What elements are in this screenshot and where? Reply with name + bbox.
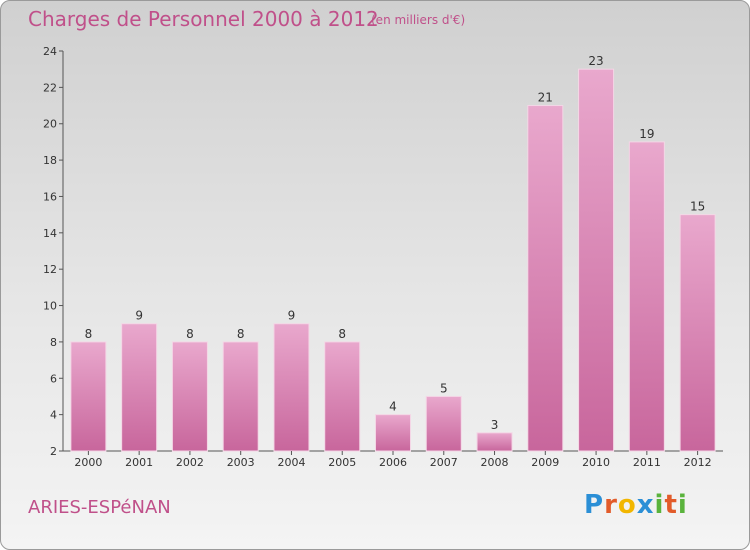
y-tick-label: 10 <box>43 300 57 313</box>
x-tick-label: 2008 <box>481 456 509 469</box>
data-label-2007: 5 <box>440 381 448 395</box>
x-tick-label: 2007 <box>430 456 458 469</box>
y-tick-label: 4 <box>50 409 57 422</box>
data-label-2012: 15 <box>690 200 705 214</box>
proxiti-logo[interactable]: Proxiti <box>584 490 688 520</box>
x-tick-label: 2012 <box>684 456 712 469</box>
logo-letter: o <box>617 490 637 520</box>
data-label-2003: 8 <box>237 327 245 341</box>
data-label-2009: 21 <box>538 91 553 105</box>
data-label-2006: 4 <box>389 400 397 414</box>
bar-2010 <box>578 68 615 452</box>
data-label-2000: 8 <box>85 327 93 341</box>
bar-2003 <box>222 341 259 452</box>
x-tick-label: 2002 <box>176 456 204 469</box>
logo-letter: P <box>584 490 605 520</box>
plot-area: 2468101214161820222482000920018200282003… <box>43 45 723 469</box>
y-tick-label: 24 <box>43 45 57 58</box>
x-tick-label: 2000 <box>74 456 102 469</box>
logo-letter: r <box>604 490 618 520</box>
bar-2008 <box>476 432 513 452</box>
y-tick-label: 6 <box>50 372 57 385</box>
data-label-2002: 8 <box>186 327 194 341</box>
x-tick-label: 2006 <box>379 456 407 469</box>
logo-letter: x <box>636 490 655 520</box>
y-tick-label: 18 <box>43 154 57 167</box>
y-tick-label: 8 <box>50 336 57 349</box>
data-label-2004: 9 <box>288 309 296 323</box>
bar-2011 <box>628 141 665 452</box>
data-label-2001: 9 <box>135 309 143 323</box>
bar-2005 <box>324 341 361 452</box>
bar-2004 <box>273 323 310 452</box>
data-label-2010: 23 <box>588 54 603 68</box>
chart-subtitle: (en milliers d'€) <box>371 13 466 27</box>
y-tick-label: 14 <box>43 227 57 240</box>
data-label-2008: 3 <box>491 418 499 432</box>
y-tick-label: 20 <box>43 118 57 131</box>
bar-2012 <box>679 214 716 452</box>
logo-letter: i <box>654 490 665 520</box>
x-tick-label: 2004 <box>277 456 305 469</box>
y-tick-label: 12 <box>43 263 57 276</box>
x-tick-label: 2005 <box>328 456 356 469</box>
bar-2009 <box>527 105 564 452</box>
x-tick-label: 2003 <box>227 456 255 469</box>
data-label-2005: 8 <box>338 327 346 341</box>
bar-2007 <box>425 395 462 452</box>
bar-2001 <box>121 323 158 452</box>
x-tick-label: 2009 <box>531 456 559 469</box>
x-tick-label: 2011 <box>633 456 661 469</box>
y-tick-label: 22 <box>43 81 57 94</box>
chart-title: Charges de Personnel 2000 à 2012 <box>28 7 379 31</box>
y-tick-label: 16 <box>43 190 57 203</box>
x-tick-label: 2010 <box>582 456 610 469</box>
commune-name: ARIES-ESPéNAN <box>28 497 171 518</box>
logo-letter: t <box>664 490 678 520</box>
data-label-2011: 19 <box>639 127 654 141</box>
bar-2006 <box>375 414 411 452</box>
y-tick-label: 2 <box>50 445 57 458</box>
bar-2002 <box>171 341 208 452</box>
bar-2000 <box>70 341 107 452</box>
logo-letter: i <box>677 490 688 520</box>
x-tick-label: 2001 <box>125 456 153 469</box>
